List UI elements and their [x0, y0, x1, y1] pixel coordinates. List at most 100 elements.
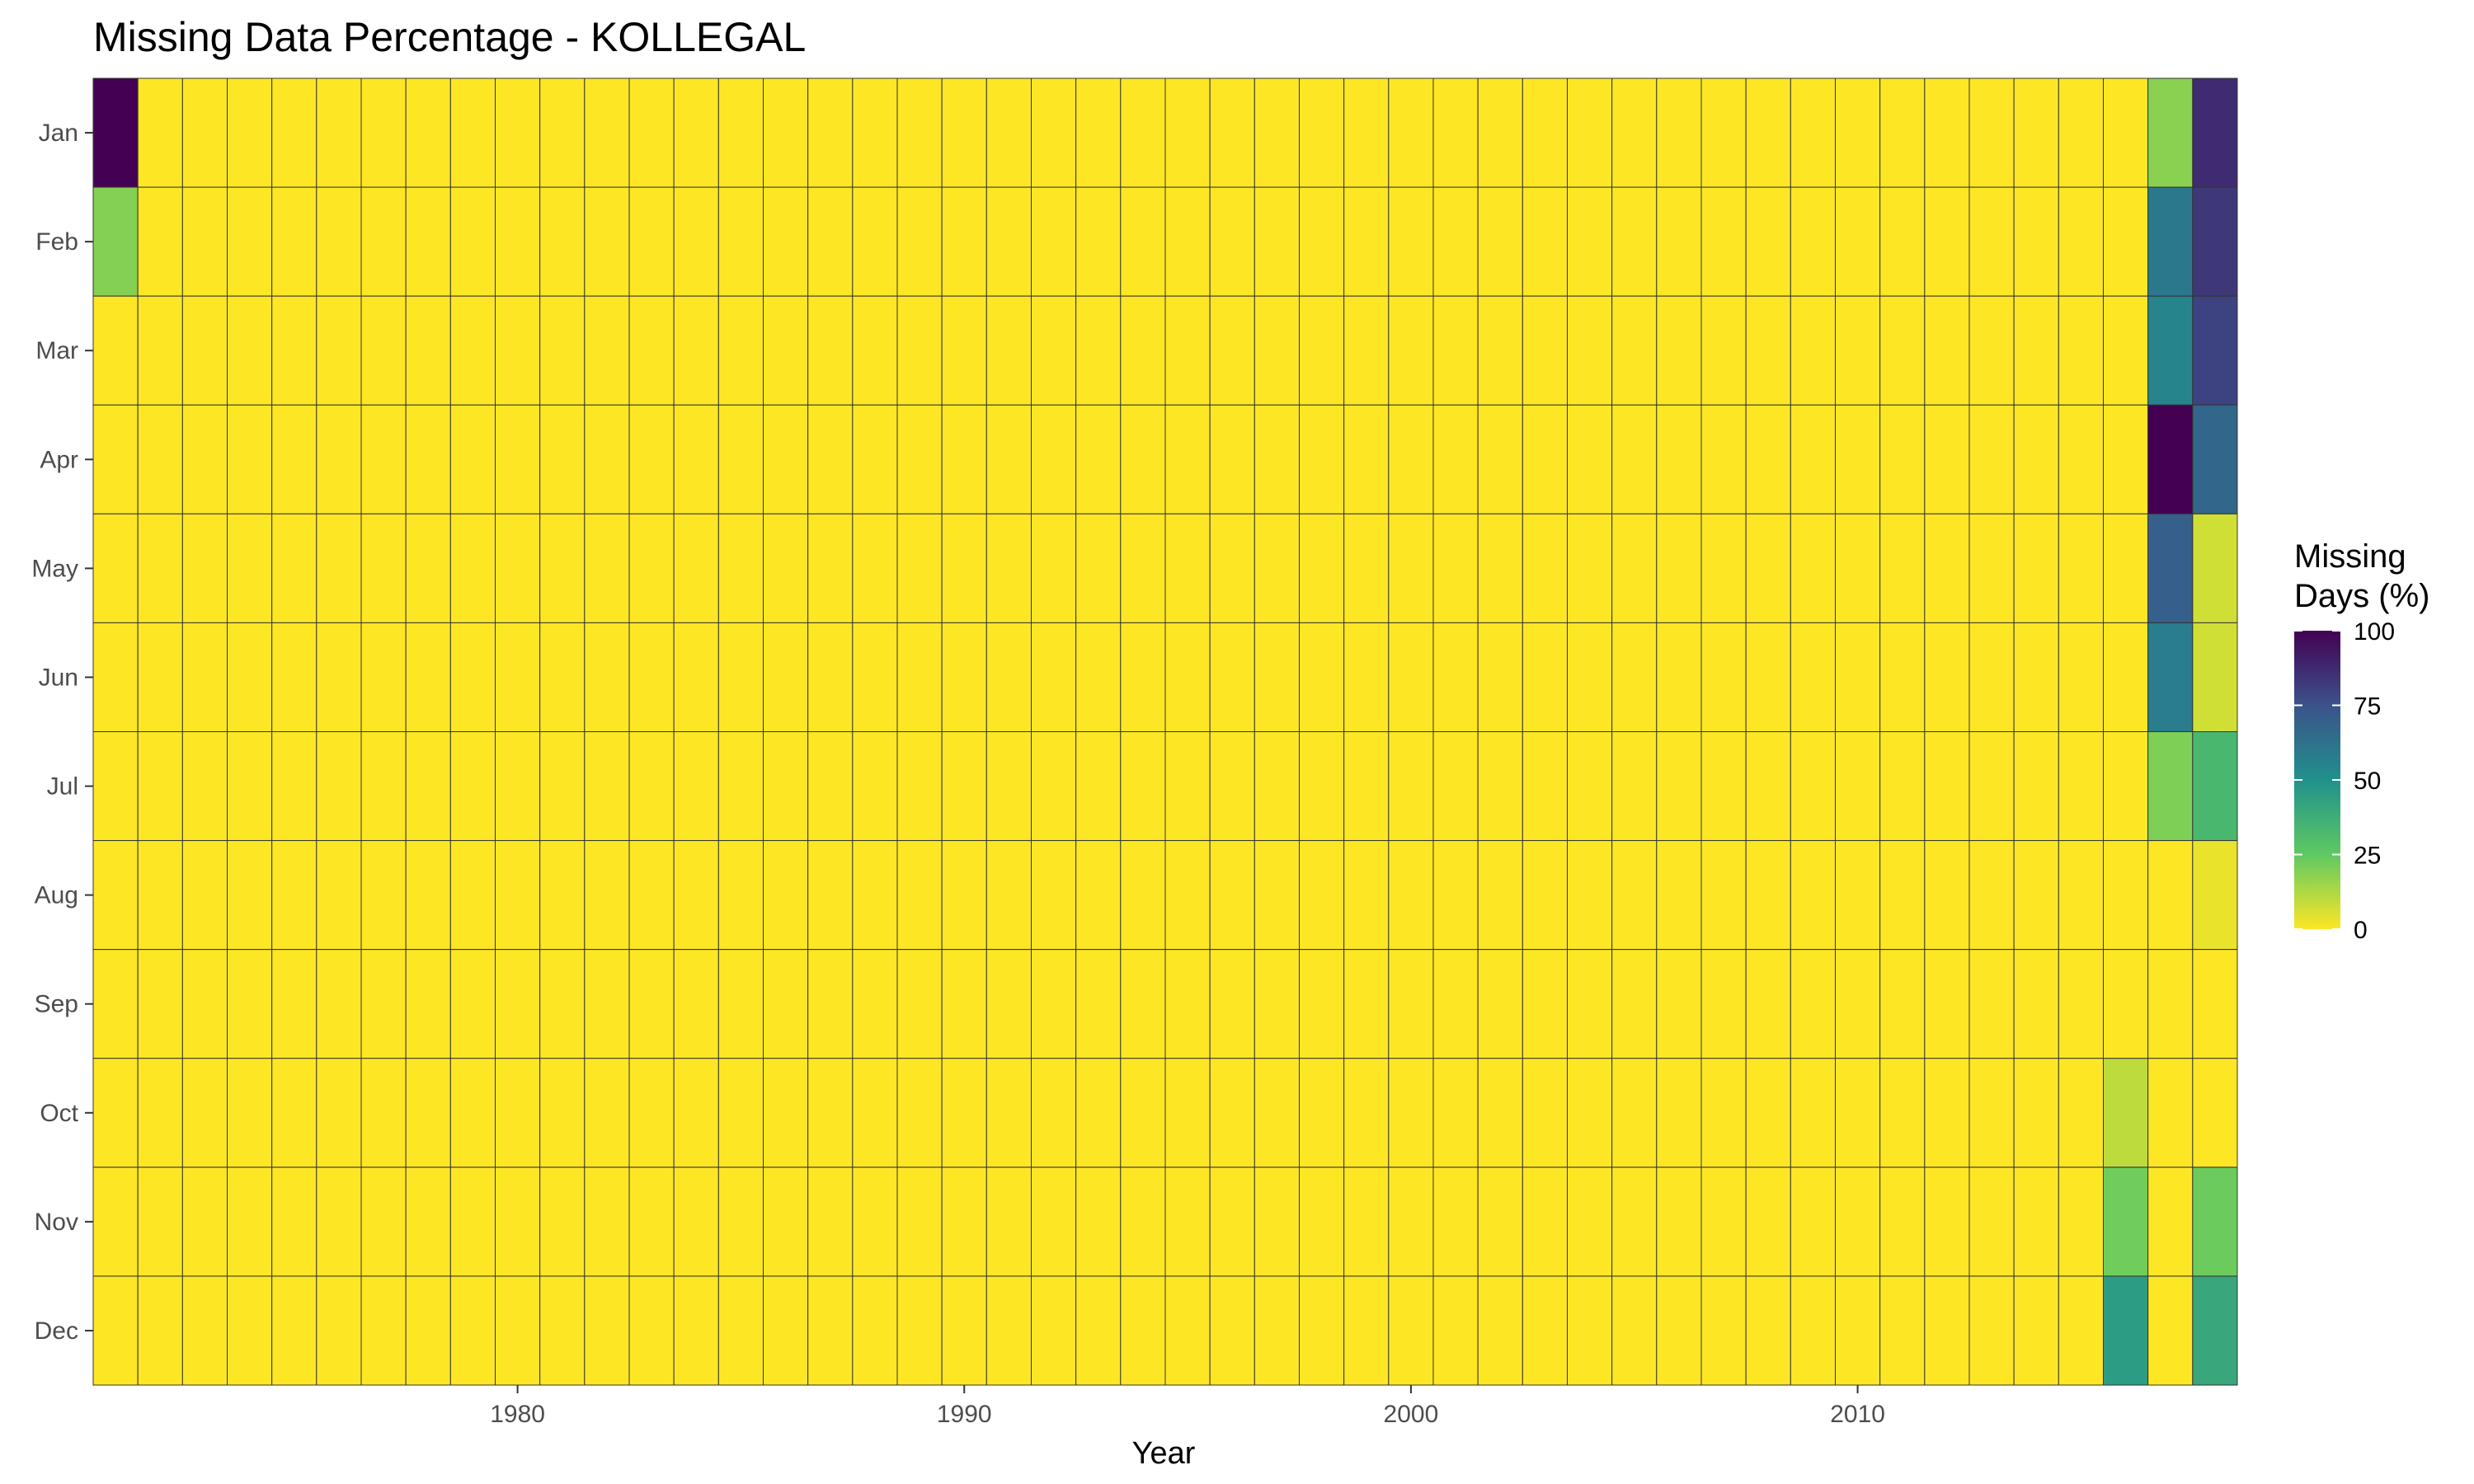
- heatmap-cell: [1522, 1058, 1568, 1168]
- heatmap-cell: [1745, 295, 1791, 406]
- y-tick-label: May: [31, 555, 78, 582]
- y-tick-label: Apr: [40, 446, 78, 473]
- heatmap-cell: [985, 1275, 1032, 1386]
- heatmap-cell: [1567, 1167, 1613, 1277]
- x-tick-label: 2000: [1384, 1401, 1439, 1428]
- heatmap-cell: [1075, 1167, 1122, 1277]
- heatmap-cell: [271, 622, 317, 732]
- legend-ticks: 0 25 50 75 100: [2294, 618, 2395, 944]
- heatmap-cell: [137, 404, 183, 514]
- heatmap-cell: [673, 513, 719, 623]
- heatmap-cell: [1075, 186, 1122, 297]
- heatmap-cell: [1209, 840, 1255, 951]
- x-axis: 1980 1990 2000 2010: [490, 1385, 1885, 1428]
- heatmap-cell: [1924, 404, 1970, 514]
- heatmap-cell: [405, 186, 451, 297]
- heatmap-cell: [1879, 1167, 1926, 1277]
- heatmap-cell: [137, 1167, 183, 1277]
- heatmap-cell: [1567, 295, 1613, 406]
- heatmap-cell: [1700, 513, 1747, 623]
- heatmap-cell: [449, 622, 496, 732]
- heatmap-cell: [92, 1058, 139, 1168]
- heatmap-cell: [316, 186, 362, 297]
- legend-title-line-1: Missing: [2294, 538, 2406, 575]
- heatmap-cell: [1968, 186, 2015, 297]
- heatmap-cell: [227, 513, 273, 623]
- heatmap-cell: [985, 1058, 1032, 1168]
- heatmap-cell: [1611, 186, 1658, 297]
- heatmap-cell: [2103, 1275, 2149, 1386]
- heatmap-cell: [896, 77, 943, 188]
- heatmap-cell: [495, 295, 541, 406]
- heatmap-cell: [1120, 404, 1166, 514]
- heatmap-cell: [495, 1275, 541, 1386]
- heatmap-cell: [1120, 77, 1166, 188]
- heatmap-cell: [1209, 731, 1255, 842]
- heatmap-cell: [2147, 1167, 2194, 1277]
- heatmap-cell: [1924, 77, 1970, 188]
- heatmap-cell: [763, 77, 809, 188]
- heatmap-cell: [1700, 1058, 1747, 1168]
- heatmap-cell: [673, 949, 719, 1059]
- y-tick-label: Aug: [35, 882, 78, 909]
- heatmap-cell: [1879, 1058, 1926, 1168]
- heatmap-cell: [1522, 622, 1568, 732]
- heatmap-cell: [852, 949, 898, 1059]
- heatmap-cell: [1656, 1058, 1702, 1168]
- heatmap-cell: [405, 731, 451, 842]
- heatmap-cell: [405, 622, 451, 732]
- y-tick-label: Nov: [35, 1209, 78, 1236]
- heatmap-cell: [628, 1275, 675, 1386]
- x-tick-label: 1990: [937, 1401, 992, 1428]
- heatmap-cell: [1343, 186, 1390, 297]
- heatmap-cell: [1388, 731, 1434, 842]
- heatmap-cell: [1432, 731, 1479, 842]
- heatmap-cell: [316, 840, 362, 951]
- heatmap-cell: [2192, 77, 2238, 188]
- heatmap-cell: [1432, 1275, 1479, 1386]
- heatmap-cell: [539, 731, 586, 842]
- heatmap-cell: [717, 1275, 764, 1386]
- heatmap-cell: [495, 186, 541, 297]
- heatmap-cell: [2058, 404, 2105, 514]
- heatmap-cell: [1253, 840, 1300, 951]
- heatmap-cell: [495, 1058, 541, 1168]
- heatmap-cell: [1924, 295, 1970, 406]
- heatmap-cell: [807, 949, 854, 1059]
- heatmap-cell: [137, 622, 183, 732]
- heatmap-cell: [1253, 1167, 1300, 1277]
- heatmap-cell: [539, 949, 586, 1059]
- heatmap-cell: [1790, 1275, 1837, 1386]
- heatmap-cell: [584, 513, 630, 623]
- heatmap-cell: [1477, 295, 1523, 406]
- heatmap-cell: [896, 622, 943, 732]
- heatmap-cell: [1075, 1275, 1122, 1386]
- heatmap-cell: [1343, 949, 1390, 1059]
- heatmap-cell: [941, 1058, 987, 1168]
- heatmap-cell: [1432, 840, 1479, 951]
- heatmap-cell: [1611, 1058, 1658, 1168]
- heatmap-cell: [584, 186, 630, 297]
- heatmap-cell: [1299, 622, 1345, 732]
- heatmap-cell: [92, 1275, 139, 1386]
- heatmap-cell: [2058, 622, 2105, 732]
- heatmap-cell: [449, 77, 496, 188]
- heatmap-cell: [628, 949, 675, 1059]
- heatmap-cell: [1031, 186, 1077, 297]
- heatmap-cell: [227, 622, 273, 732]
- heatmap-cell: [1209, 77, 1255, 188]
- heatmap-cell: [1968, 513, 2015, 623]
- heatmap-cell: [1388, 949, 1434, 1059]
- heatmap-cell: [1343, 1167, 1390, 1277]
- heatmap-cell: [1567, 1058, 1613, 1168]
- heatmap-cell: [852, 77, 898, 188]
- heatmap-cell: [1164, 622, 1211, 732]
- heatmap-cell: [1656, 77, 1702, 188]
- heatmap-cell: [137, 1275, 183, 1386]
- heatmap-cell: [763, 840, 809, 951]
- heatmap-cell: [1567, 731, 1613, 842]
- heatmap-cell: [1432, 404, 1479, 514]
- heatmap-cell: [1477, 1275, 1523, 1386]
- heatmap-cell: [1656, 513, 1702, 623]
- heatmap-cell: [1567, 77, 1613, 188]
